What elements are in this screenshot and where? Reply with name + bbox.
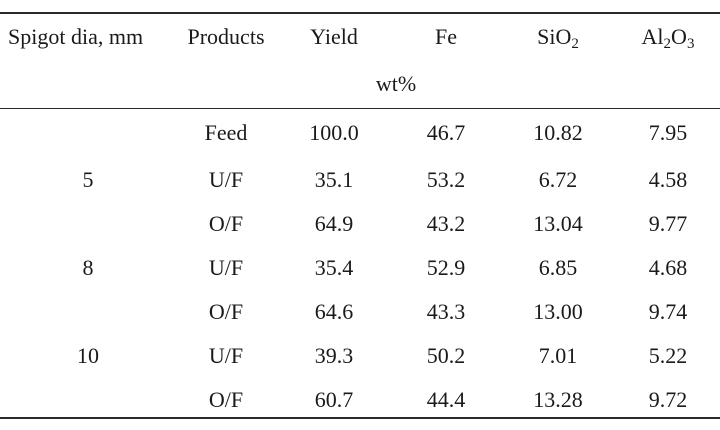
cell-fe: 43.2 — [426, 211, 466, 236]
cell-yield: 39.3 — [314, 343, 354, 368]
cell-fe: 52.9 — [426, 255, 466, 280]
cell-sio2: 10.82 — [533, 120, 583, 145]
header-sio2: SiO2 — [500, 14, 616, 60]
cell-al2o3: 9.77 — [648, 211, 688, 236]
header-fe: Fe — [435, 24, 457, 49]
cell-sio2: 7.01 — [538, 343, 578, 368]
cell-sio2: 13.00 — [533, 299, 583, 324]
cell-spigot-dia: 10 — [77, 343, 99, 368]
cell-spigot-dia: 5 — [82, 167, 94, 192]
cell-product: U/F — [208, 167, 244, 192]
unit-label: wt% — [375, 71, 417, 96]
cell-sio2: 6.72 — [538, 167, 578, 192]
table-row: 5 U/F 35.1 53.2 6.72 4.58 — [0, 158, 720, 202]
table-row: 8 U/F 35.4 52.9 6.85 4.68 — [0, 246, 720, 290]
table-row: Feed 100.0 46.7 10.82 7.95 — [0, 108, 720, 158]
cell-fe: 53.2 — [426, 167, 466, 192]
cell-fe: 50.2 — [426, 343, 466, 368]
header-al2o3: Al2O3 — [616, 14, 720, 60]
cell-fe: 44.4 — [426, 387, 466, 412]
header-row: Spigot dia, mm Products Yield Fe SiO2 Al… — [0, 14, 720, 60]
data-table: Spigot dia, mm Products Yield Fe SiO2 Al… — [0, 14, 720, 422]
cell-al2o3: 4.58 — [648, 167, 688, 192]
cell-product: U/F — [208, 343, 244, 368]
header-yield: Yield — [310, 24, 358, 49]
cell-sio2: 13.28 — [533, 387, 583, 412]
table-row: 10 U/F 39.3 50.2 7.01 5.22 — [0, 334, 720, 378]
header-sio2-sub: 2 — [571, 36, 579, 52]
cell-sio2: 13.04 — [533, 211, 583, 236]
cell-product: Feed — [204, 120, 248, 145]
header-products: Products — [187, 24, 265, 49]
cell-yield: 64.6 — [314, 299, 354, 324]
table-row: O/F 64.6 43.3 13.00 9.74 — [0, 290, 720, 334]
unit-row: wt% — [0, 60, 720, 108]
cell-yield: 60.7 — [314, 387, 354, 412]
cell-fe: 43.3 — [426, 299, 466, 324]
header-al2o3-sub1: 2 — [663, 36, 672, 52]
cell-yield: 35.4 — [314, 255, 354, 280]
bottom-rule — [0, 417, 720, 419]
cell-product: U/F — [208, 255, 244, 280]
header-al2o3-sub2: 3 — [686, 36, 695, 52]
header-sio2-base: SiO — [537, 24, 572, 49]
cell-fe: 46.7 — [426, 120, 466, 145]
cell-sio2: 6.85 — [538, 255, 578, 280]
header-al2o3-base1: Al — [641, 24, 664, 49]
cell-yield: 35.1 — [314, 167, 354, 192]
cell-al2o3: 4.68 — [648, 255, 688, 280]
cell-spigot-dia — [0, 290, 176, 334]
cell-product: O/F — [208, 387, 244, 412]
table-row: O/F 60.7 44.4 13.28 9.72 — [0, 378, 720, 422]
header-al2o3-base2: O — [671, 24, 687, 49]
cell-spigot-dia — [0, 202, 176, 246]
header-rule — [0, 108, 720, 109]
cell-product: O/F — [208, 211, 244, 236]
top-rule — [0, 12, 720, 14]
cell-yield: 100.0 — [309, 120, 359, 145]
cell-al2o3: 9.74 — [648, 299, 688, 324]
header-spigot-dia: Spigot dia, mm — [8, 24, 144, 49]
cell-al2o3: 7.95 — [648, 120, 688, 145]
cell-spigot-dia: 8 — [82, 255, 94, 280]
cell-spigot-dia — [0, 108, 176, 158]
cell-al2o3: 9.72 — [648, 387, 688, 412]
cell-spigot-dia — [0, 378, 176, 422]
table-row: O/F 64.9 43.2 13.04 9.77 — [0, 202, 720, 246]
cell-yield: 64.9 — [314, 211, 354, 236]
cell-al2o3: 5.22 — [648, 343, 688, 368]
cell-product: O/F — [208, 299, 244, 324]
